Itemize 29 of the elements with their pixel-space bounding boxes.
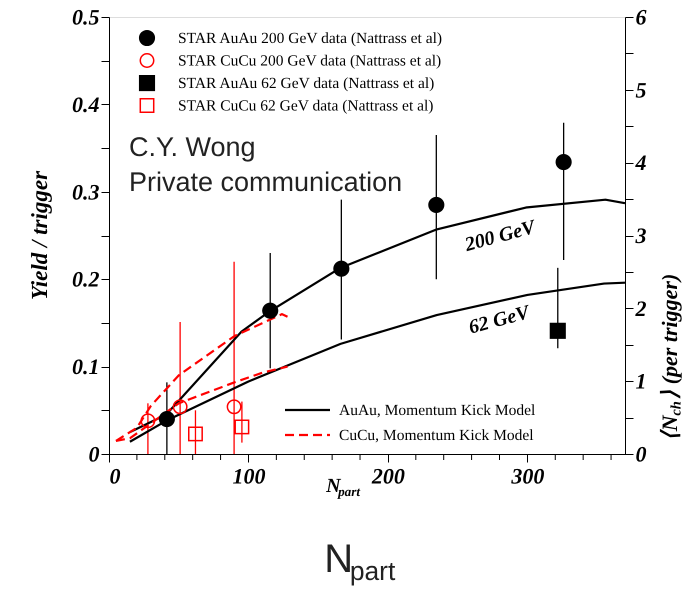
x-tick-label: 200 <box>370 464 405 488</box>
y2-tick-label: 1 <box>636 368 646 394</box>
y2-tick-label: 5 <box>636 77 646 102</box>
annotation: C.Y. Wong <box>129 132 256 162</box>
y-tick-label: 0.5 <box>72 4 100 30</box>
legend-label: STAR AuAu 200 GeV data (Nattrass et al) <box>178 30 442 47</box>
y2-tick-label: 4 <box>634 150 646 176</box>
y-tick-label: 0 <box>88 442 100 466</box>
legend-label: CuCu, Momentum Kick Model <box>339 427 534 444</box>
legend-label: STAR CuCu 200 GeV data (Nattrass et al) <box>178 52 442 70</box>
annotation: Private communication <box>129 167 402 197</box>
y2-tick-label: 0 <box>636 442 646 466</box>
x-tick-label: 300 <box>510 464 544 488</box>
legend-label: AuAu, Momentum Kick Model <box>339 402 536 419</box>
legend-label: STAR AuAu 62 GeV data (Nattrass et al) <box>178 75 434 92</box>
legend-label: STAR CuCu 62 GeV data (Nattrass et al) <box>178 98 434 114</box>
y2-tick-label: 6 <box>636 4 646 30</box>
annotation: 200 GeV <box>462 216 540 256</box>
y-tick-label: 0.2 <box>72 266 100 292</box>
x-tick-label: 0 <box>110 464 120 488</box>
y-axis-title: Yield / trigger <box>27 170 52 300</box>
y-tick-label: 0.4 <box>72 92 100 117</box>
y-tick-label: 0.3 <box>72 179 100 204</box>
y-tick-label: 0.1 <box>72 354 100 380</box>
y2-axis-title: ⟨Nch⟩ (per trigger) <box>657 274 685 440</box>
x-tick-label: 100 <box>232 464 266 488</box>
y2-tick-label: 2 <box>634 296 646 321</box>
y2-tick-label: 3 <box>634 223 646 248</box>
annotation: 62 GeV <box>466 300 534 339</box>
